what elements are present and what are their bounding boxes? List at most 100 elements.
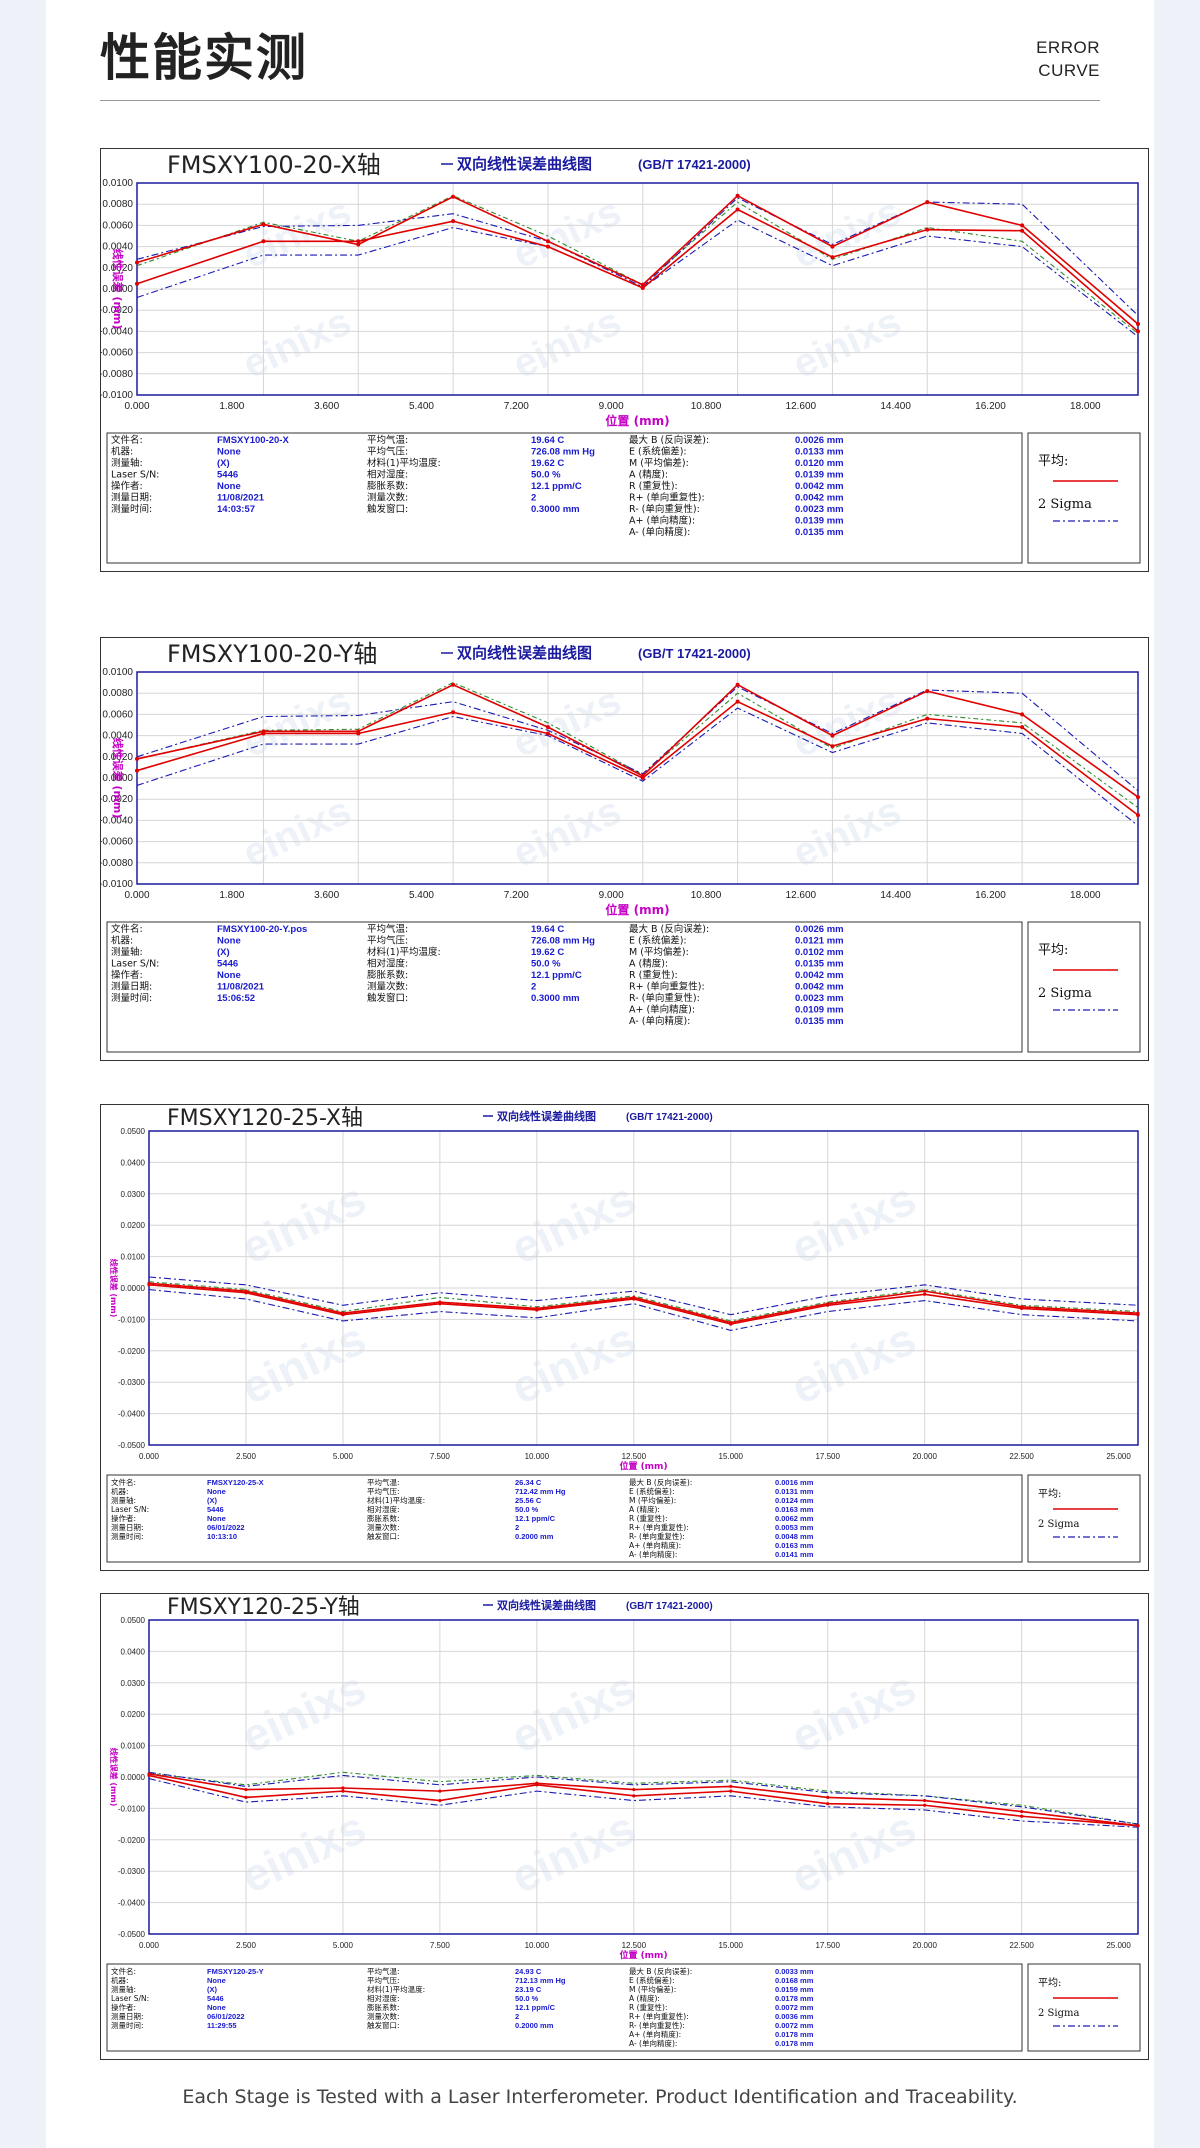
watermark-text: einixs	[503, 1312, 643, 1414]
y-tick-label: -0.0080	[101, 858, 133, 869]
info-value: 0.0178 mm	[775, 2030, 814, 2039]
info-value: 12.1 ppm/C	[531, 481, 582, 492]
info-label: E (系统偏差):	[629, 446, 687, 458]
info-box	[106, 1963, 1023, 2052]
info-label: 触发窗口:	[367, 992, 408, 1004]
chart-svg-1: FMSXY100-20-X轴 双向线性误差曲线图 (GB/T 17421-2000)…	[101, 151, 1141, 564]
info-value: 0.0062 mm	[775, 1514, 814, 1523]
series-point	[830, 744, 835, 749]
info-label: Laser S/N:	[111, 1994, 149, 2003]
info-label: R+ (单向重复性):	[629, 2011, 689, 2021]
series-point	[545, 725, 550, 730]
series-point	[826, 1303, 830, 1307]
series-point	[1020, 1814, 1024, 1818]
watermark-text: einixs	[233, 1172, 373, 1274]
info-label: Laser S/N:	[111, 959, 159, 970]
info-label: A- (单向精度):	[629, 1015, 690, 1027]
series-point	[923, 1292, 927, 1296]
y-tick-label: -0.0100	[101, 879, 133, 890]
y-tick-label: 0.0100	[121, 1253, 146, 1262]
x-tick-label: 25.000	[1106, 1452, 1131, 1461]
y-tick-label: -0.0060	[101, 348, 133, 359]
info-value: FMSXY100-20-X	[217, 435, 289, 446]
x-tick-label: 10.800	[691, 890, 722, 901]
watermark-text: einixs	[503, 1172, 643, 1274]
series-point	[830, 255, 835, 260]
x-tick-label: 0.000	[124, 401, 149, 412]
x-tick-label: 10.800	[691, 401, 722, 412]
x-tick-label: 9.000	[599, 890, 624, 901]
series-point	[545, 239, 550, 244]
chart-subtitle: 双向线性误差曲线图	[497, 1109, 596, 1123]
subtitle-line-2: CURVE	[1038, 61, 1100, 80]
info-value: 0.0135 mm	[795, 527, 844, 538]
info-label: 机器:	[111, 935, 133, 947]
info-label: 触发窗口:	[367, 2020, 400, 2030]
y-tick-label: -0.0500	[118, 1441, 146, 1450]
series-line-sigma	[136, 686, 1139, 792]
y-tick-label: 0.0000	[121, 1284, 146, 1293]
info-value: 0.0026 mm	[795, 435, 844, 446]
info-value: 0.0163 mm	[775, 1505, 814, 1514]
series-point	[729, 1322, 733, 1326]
series-point	[729, 1789, 733, 1793]
series-point	[925, 716, 930, 721]
info-value: 0.0048 mm	[775, 1532, 814, 1541]
info-value: 0.0124 mm	[775, 1496, 814, 1505]
info-label: R- (单向重复性):	[629, 992, 700, 1004]
y-axis-label: 线性误差 (mm)	[111, 249, 125, 330]
info-label: 平均气压:	[367, 1486, 400, 1496]
x-tick-label: 17.500	[815, 1452, 840, 1461]
x-tick-label: 20.000	[912, 1452, 937, 1461]
info-value: 0.0141 mm	[775, 1550, 814, 1559]
y-tick-label: -0.0400	[118, 1410, 146, 1419]
info-value: 726.08 mm Hg	[531, 447, 595, 458]
info-label: A+ (单向精度):	[629, 515, 695, 527]
legend-box	[1027, 1474, 1141, 1563]
legend-box	[1027, 432, 1141, 564]
y-tick-label: -0.0100	[118, 1315, 146, 1324]
x-tick-label: 10.000	[525, 1941, 550, 1950]
x-tick-label: 18.000	[1070, 401, 1101, 412]
legend-box	[1027, 921, 1141, 1053]
info-label: R (重复性):	[629, 480, 678, 492]
x-tick-label: 14.400	[880, 890, 911, 901]
info-value: 11/08/2021	[217, 982, 265, 993]
info-label: 平均气温:	[367, 1477, 400, 1487]
series-point	[147, 1773, 151, 1778]
chart-title: FMSXY100-20-Y轴	[167, 640, 377, 668]
info-value: 0.0109 mm	[795, 1005, 844, 1016]
info-value: 2	[531, 493, 536, 504]
y-tick-label: 0.0020	[102, 752, 133, 763]
x-tick-label: 3.600	[314, 890, 339, 901]
series-line-sigma	[136, 197, 1139, 316]
header-divider	[100, 100, 1100, 101]
y-tick-label: -0.0080	[101, 369, 133, 380]
chart-title: FMSXY100-20-X轴	[167, 151, 381, 179]
watermark-text: einixs	[786, 189, 907, 277]
y-tick-label: 0.0500	[121, 1127, 146, 1136]
info-value: (X)	[207, 1496, 218, 1505]
y-tick-label: -0.0300	[118, 1378, 146, 1387]
info-value: None	[217, 447, 241, 458]
series-point	[735, 699, 740, 704]
y-tick-label: 0.0200	[121, 1221, 146, 1230]
x-tick-label: 0.000	[139, 1452, 160, 1461]
x-tick-label: 15.000	[719, 1452, 744, 1461]
chart-standard: (GB/T 17421-2000)	[638, 157, 751, 172]
x-tick-label: 12.600	[786, 890, 817, 901]
info-label: 测量次数:	[367, 492, 408, 504]
info-label: 测量日期:	[111, 493, 152, 504]
info-value: None	[217, 936, 241, 947]
info-value: 0.0159 mm	[775, 1985, 814, 1994]
info-value: 0.0131 mm	[775, 1487, 814, 1496]
series-point	[729, 1784, 733, 1789]
info-value: (X)	[207, 1985, 218, 1994]
series-point	[341, 1789, 345, 1793]
series-point	[261, 239, 266, 244]
series-point	[632, 1297, 636, 1301]
series-point	[640, 773, 645, 778]
y-tick-label: 0.0400	[121, 1647, 146, 1656]
info-value: 0.0026 mm	[795, 924, 844, 935]
info-label: M (平均偏差):	[629, 946, 689, 958]
